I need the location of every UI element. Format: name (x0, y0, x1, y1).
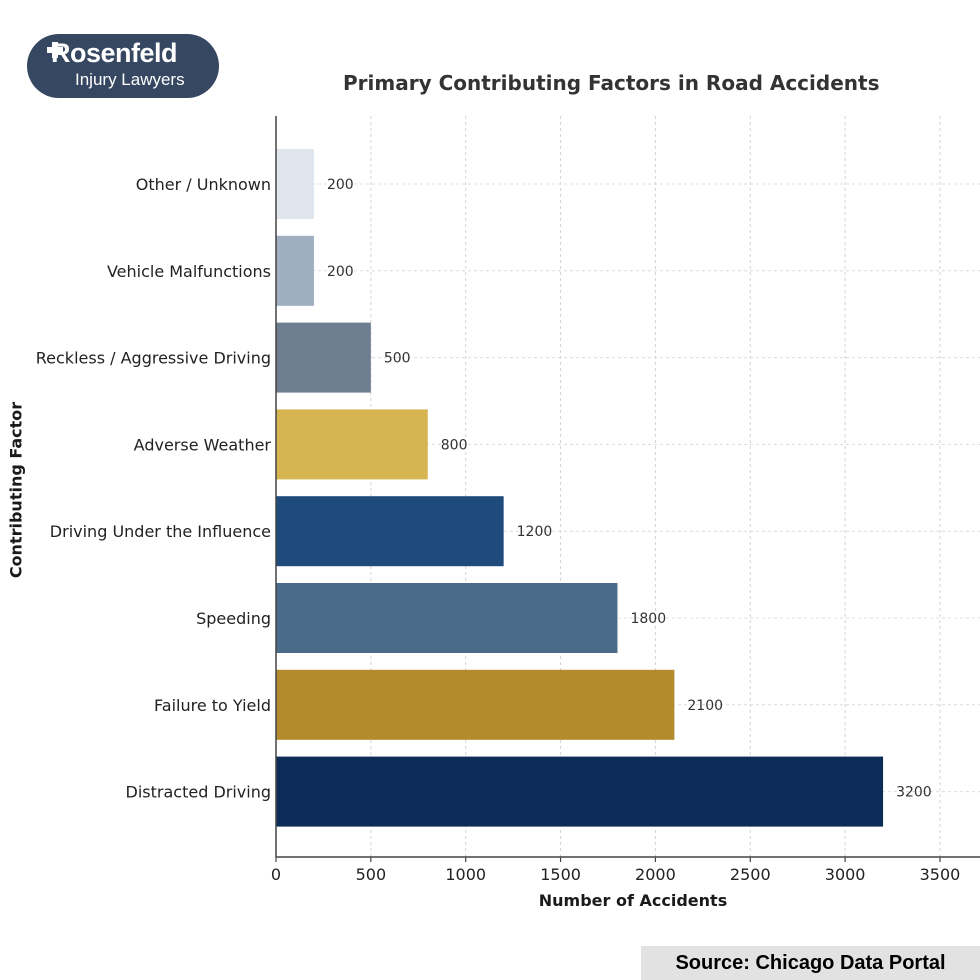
data-label: 1200 (517, 524, 553, 540)
data-label: 3200 (896, 785, 932, 801)
x-tick-label: 3500 (920, 865, 961, 884)
bar (276, 409, 428, 480)
x-tick-label: 2500 (730, 865, 771, 884)
bar (276, 149, 314, 219)
x-tick-label: 1500 (540, 865, 581, 884)
x-axis-label: Number of Accidents (538, 891, 728, 910)
data-label: 500 (384, 351, 411, 367)
category-label: Adverse Weather (134, 435, 272, 454)
data-label: 2100 (687, 698, 723, 714)
bar (276, 669, 675, 740)
x-tick-label: 500 (356, 865, 387, 884)
x-tick-label: 1000 (445, 865, 486, 884)
category-label: Speeding (196, 609, 271, 628)
chart-title: Primary Contributing Factors in Road Acc… (343, 71, 880, 95)
source-note: Source: Chicago Data Portal (641, 946, 980, 980)
data-label: 200 (327, 177, 354, 193)
category-label: Driving Under the Influence (50, 522, 271, 541)
x-tick-label: 2000 (635, 865, 676, 884)
data-label: 800 (441, 437, 468, 453)
bar (276, 235, 314, 306)
data-label: 1800 (630, 611, 666, 627)
bar (276, 322, 371, 393)
x-tick-label: 0 (271, 865, 281, 884)
bar (276, 496, 504, 567)
bar (276, 756, 884, 827)
category-label: Distracted Driving (126, 783, 271, 802)
category-label: Other / Unknown (136, 175, 271, 194)
rosenfeld-logo: Rosenfeld Injury Lawyers (27, 34, 219, 98)
logo-subtitle: Injury Lawyers (75, 70, 185, 89)
category-label: Failure to Yield (154, 696, 271, 715)
logo-cross-icon (47, 42, 63, 58)
x-tick-label: 3000 (825, 865, 866, 884)
category-label: Vehicle Malfunctions (107, 262, 271, 281)
logo-name: Rosenfeld (51, 38, 178, 68)
category-label: Reckless / Aggressive Driving (36, 349, 271, 368)
data-label: 200 (327, 264, 354, 280)
bar (276, 583, 618, 653)
